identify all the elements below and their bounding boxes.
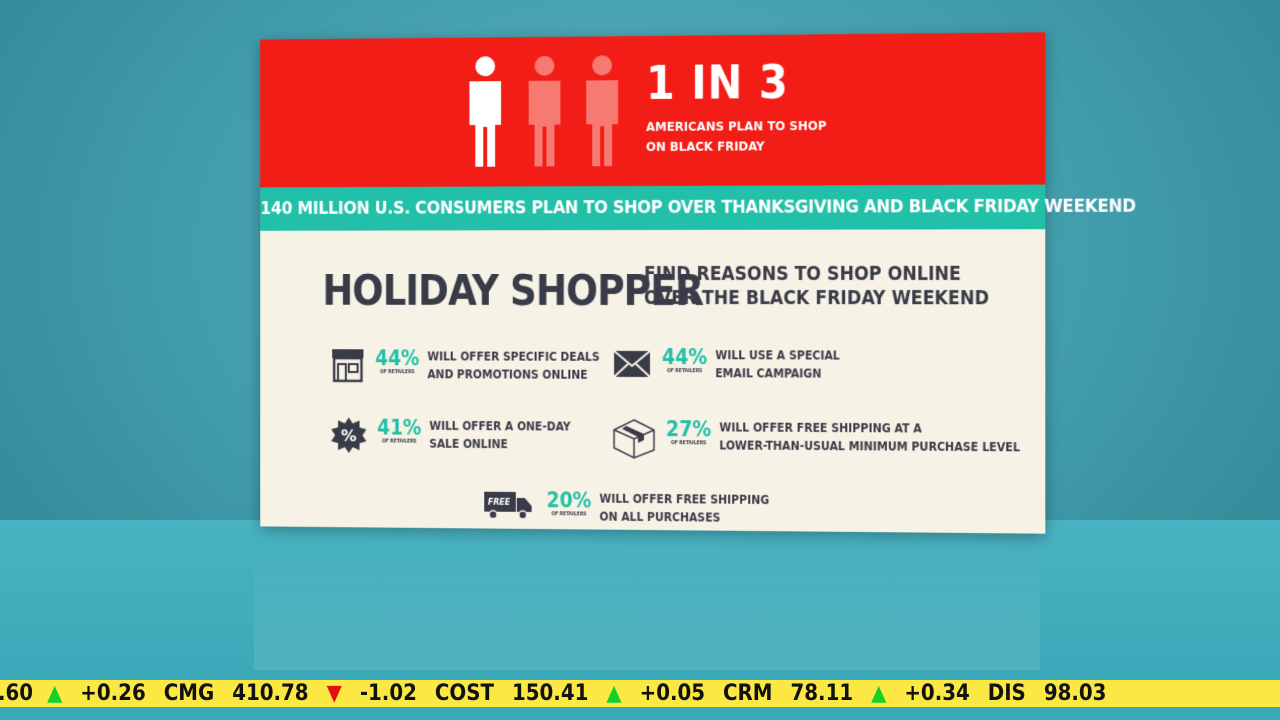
header-subtitle: AMERICANS PLAN TO SHOP ON BLACK FRIDAY xyxy=(646,117,827,158)
svg-text:%: % xyxy=(341,426,357,445)
ticker-price: .60 xyxy=(0,681,34,706)
subtitle-line: FIND REASONS TO SHOP ONLINE xyxy=(644,262,962,286)
ticker-price: 98.03 xyxy=(1043,681,1107,706)
stat-percent: 44% xyxy=(375,346,420,371)
stat-unit: OF RETAILERS xyxy=(379,369,415,376)
stock-ticker: .60 ▲ +0.26 CMG 410.78 ▼ -1.02 COST 150.… xyxy=(0,680,1280,707)
stat-percent: 41% xyxy=(377,415,422,440)
subtitle-line: OVER THE BLACK FRIDAY WEEKEND xyxy=(644,286,990,310)
stat-percent: 27% xyxy=(665,417,712,442)
stat-item: % 41% OF RETAILERS WILL OFFER A ONE-DAY SA… xyxy=(330,415,571,455)
ticker-price: 410.78 xyxy=(232,681,309,706)
person-icon xyxy=(528,55,561,167)
ticker-change: +0.05 xyxy=(639,681,706,706)
stat-unit: OF RETAILERS xyxy=(670,440,707,447)
subtitle-line: AMERICANS PLAN TO SHOP xyxy=(646,118,827,136)
ticker-symbol: CMG xyxy=(163,681,215,706)
truck-label: FREE xyxy=(488,498,511,507)
stat-text: WILL OFFER FREE SHIPPING xyxy=(599,491,770,508)
percent-badge-icon: % xyxy=(331,417,367,454)
one-in-three-stat: 1 IN 3 xyxy=(646,54,789,111)
stat-text: EMAIL CAMPAIGN xyxy=(715,366,822,381)
stat-item: 44% OF RETAILERS WILL OFFER SPECIFIC DEAL… xyxy=(330,346,600,384)
header-panel: 1 IN 3 AMERICANS PLAN TO SHOP ON BLACK FR… xyxy=(260,32,1046,188)
stat-text: WILL OFFER A ONE-DAY xyxy=(429,418,571,434)
studio-floor xyxy=(0,520,1280,680)
stat-unit: OF RETAILERS xyxy=(381,438,417,445)
stat-text: LOWER-THAN-USUAL MINIMUM PURCHASE LEVEL xyxy=(719,438,1020,455)
stat-text: ON ALL PURCHASES xyxy=(599,509,721,525)
stat-text: WILL OFFER FREE SHIPPING AT A xyxy=(719,420,922,436)
stat-item: FREE 20% OF RETAILERS WILL OFFER FREE SHI… xyxy=(483,488,770,527)
envelope-icon xyxy=(614,350,651,379)
stat-percent: 44% xyxy=(661,345,708,370)
banner: 140 MILLION U.S. CONSUMERS PLAN TO SHOP … xyxy=(260,184,1136,231)
bottom-strip xyxy=(0,707,1280,720)
ticker-symbol: DIS xyxy=(987,681,1026,706)
stat-text: SALE ONLINE xyxy=(429,436,508,452)
subtitle-line: ON BLACK FRIDAY xyxy=(646,139,765,156)
ticker-price: 78.11 xyxy=(790,681,854,706)
card-reflection xyxy=(254,540,1040,670)
storefront-icon xyxy=(330,349,365,383)
free-delivery-truck-icon: FREE xyxy=(484,491,532,521)
up-arrow-icon: ▲ xyxy=(871,681,887,706)
ticker-symbol: COST xyxy=(434,681,494,706)
infographic-card: 1 IN 3 AMERICANS PLAN TO SHOP ON BLACK FR… xyxy=(260,32,1136,534)
ticker-symbol: CRM xyxy=(723,681,773,706)
stat-percent: 20% xyxy=(546,488,592,513)
package-box-icon xyxy=(614,419,655,459)
stat-item: 27% OF RETAILERS WILL OFFER FREE SHIPPING… xyxy=(612,417,1020,463)
title-subtitle: FIND REASONS TO SHOP ONLINE OVER THE BLAC… xyxy=(644,262,989,311)
up-arrow-icon: ▲ xyxy=(606,681,622,706)
stat-unit: OF RETAILERS xyxy=(551,511,587,518)
ticker-change: +0.26 xyxy=(80,681,146,706)
person-icon xyxy=(586,55,619,167)
stat-item: 44% OF RETAILERS WILL USE A SPECIAL EMAIL … xyxy=(612,345,840,383)
ticker-change: +0.34 xyxy=(904,681,970,706)
up-arrow-icon: ▲ xyxy=(47,681,63,706)
stat-text: WILL USE A SPECIAL xyxy=(715,348,840,363)
stat-unit: OF RETAILERS xyxy=(666,368,703,375)
person-icon xyxy=(469,56,502,167)
stat-text: AND PROMOTIONS ONLINE xyxy=(427,367,588,382)
down-arrow-icon: ▼ xyxy=(326,681,342,706)
ticker-price: 150.41 xyxy=(511,681,589,706)
stat-text: WILL OFFER SPECIFIC DEALS xyxy=(427,349,600,364)
ticker-change: -1.02 xyxy=(359,681,417,706)
